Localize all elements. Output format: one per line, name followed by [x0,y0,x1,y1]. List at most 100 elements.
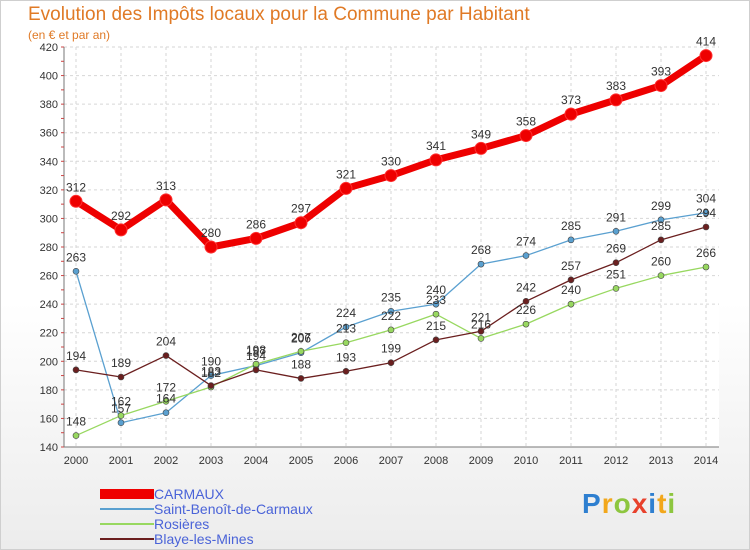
data-point-carmaux [249,231,263,245]
data-label-saint-benoit-de-carmaux: 274 [516,235,536,249]
data-point-carmaux [654,79,668,93]
x-tick-label: 2000 [64,455,88,467]
data-label-carmaux: 313 [156,179,176,193]
legend-item-carmaux: CARMAUX [100,486,313,502]
data-point-blaye-les-mines [432,336,440,344]
legend-swatch-rosieres [100,522,154,525]
data-label-rosieres: 260 [651,255,671,269]
data-label-blaye-les-mines: 215 [426,319,446,333]
data-label-blaye-les-mines: 204 [156,335,176,349]
data-label-blaye-les-mines: 194 [66,349,86,363]
y-tick-label: 160 [40,413,58,425]
data-label-blaye-les-mines: 294 [696,206,716,220]
x-tick-label: 2003 [199,455,223,467]
data-label-saint-benoit-de-carmaux: 299 [651,199,671,213]
data-point-rosieres [612,285,620,292]
data-label-carmaux: 349 [471,127,491,141]
data-label-blaye-les-mines: 194 [246,349,266,363]
x-tick-label: 2006 [334,455,358,467]
logo-letter: i [648,488,658,519]
data-label-rosieres: 148 [66,415,86,429]
legend-label-blaye: Blaye-les-Mines [154,530,254,547]
legend: CARMAUX Saint-Benoît-de-Carmaux Rosières… [100,486,313,547]
legend-swatch-saint-benoit [100,507,154,510]
data-label-rosieres: 198 [246,343,266,357]
data-label-saint-benoit-de-carmaux: 240 [426,283,446,297]
data-label-saint-benoit-de-carmaux: 206 [291,332,311,346]
data-label-carmaux: 297 [291,202,311,216]
legend-item-saint-benoit: Saint-Benoît-de-Carmaux [100,501,313,517]
data-label-rosieres: 222 [381,309,401,323]
data-point-blaye-les-mines [252,366,260,374]
x-tick-label: 2011 [559,455,583,467]
data-label-saint-benoit-de-carmaux: 197 [246,345,266,359]
data-point-rosieres [477,335,485,342]
y-tick-label: 240 [40,299,58,311]
x-tick-label: 2008 [424,455,448,467]
data-label-carmaux: 393 [651,65,671,79]
data-point-carmaux [159,193,173,207]
data-label-carmaux: 414 [696,35,716,49]
logo-letter: P [582,488,602,519]
data-label-carmaux: 292 [111,209,131,223]
data-label-blaye-les-mines: 183 [201,365,221,379]
data-label-carmaux: 280 [201,226,221,240]
data-point-saint-benoit-de-carmaux [702,209,710,217]
data-label-blaye-les-mines: 269 [606,242,626,256]
data-point-saint-benoit-de-carmaux [72,267,80,275]
data-label-rosieres: 251 [606,267,626,281]
data-point-rosieres [342,339,350,347]
legend-item-rosieres: Rosières [100,516,313,532]
data-label-rosieres: 233 [426,293,446,307]
data-label-carmaux: 321 [336,167,356,181]
data-label-rosieres: 226 [516,303,536,317]
data-label-carmaux: 383 [606,79,626,93]
data-point-saint-benoit-de-carmaux [342,323,350,331]
data-label-saint-benoit-de-carmaux: 263 [66,250,86,264]
legend-item-blaye: Blaye-les-Mines [100,530,313,547]
y-tick-label: 400 [40,71,58,83]
data-point-rosieres [162,397,170,405]
data-point-carmaux [699,49,713,63]
data-point-carmaux [474,141,488,155]
x-tick-label: 2012 [604,455,628,467]
y-tick-label: 420 [40,42,58,54]
y-tick-label: 300 [40,213,58,225]
data-label-blaye-les-mines: 199 [381,342,401,356]
data-point-blaye-les-mines [207,382,215,389]
data-point-blaye-les-mines [387,359,395,367]
data-label-blaye-les-mines: 221 [471,310,491,324]
data-point-blaye-les-mines [567,276,575,284]
data-point-carmaux [114,223,128,237]
data-point-carmaux [294,216,308,230]
data-label-saint-benoit-de-carmaux: 235 [381,290,401,304]
data-point-carmaux [429,153,443,167]
data-point-blaye-les-mines [72,366,80,374]
logo-letter: t [657,488,668,519]
data-label-blaye-les-mines: 257 [561,259,581,273]
data-label-saint-benoit-de-carmaux: 285 [561,219,581,233]
data-point-blaye-les-mines [342,367,350,375]
data-point-rosieres [387,326,395,334]
y-tick-label: 260 [40,271,58,283]
data-point-blaye-les-mines [162,352,170,359]
data-label-carmaux: 373 [561,93,581,107]
x-tick-label: 2007 [379,455,403,467]
data-point-rosieres [72,432,80,439]
data-point-rosieres [432,310,440,318]
x-tick-label: 2001 [109,455,133,467]
data-point-saint-benoit-de-carmaux [117,419,125,427]
logo-letter: o [613,488,632,519]
data-label-rosieres: 182 [201,366,221,380]
y-tick-label: 280 [40,242,58,254]
data-point-rosieres [702,263,710,271]
data-label-saint-benoit-de-carmaux: 268 [471,243,491,257]
x-tick-label: 2013 [649,455,673,467]
data-point-blaye-les-mines [657,236,665,244]
data-label-saint-benoit-de-carmaux: 291 [606,210,626,224]
data-point-blaye-les-mines [522,297,530,305]
data-point-carmaux [69,194,83,208]
x-tick-label: 2009 [469,455,493,467]
data-point-rosieres [657,272,665,279]
